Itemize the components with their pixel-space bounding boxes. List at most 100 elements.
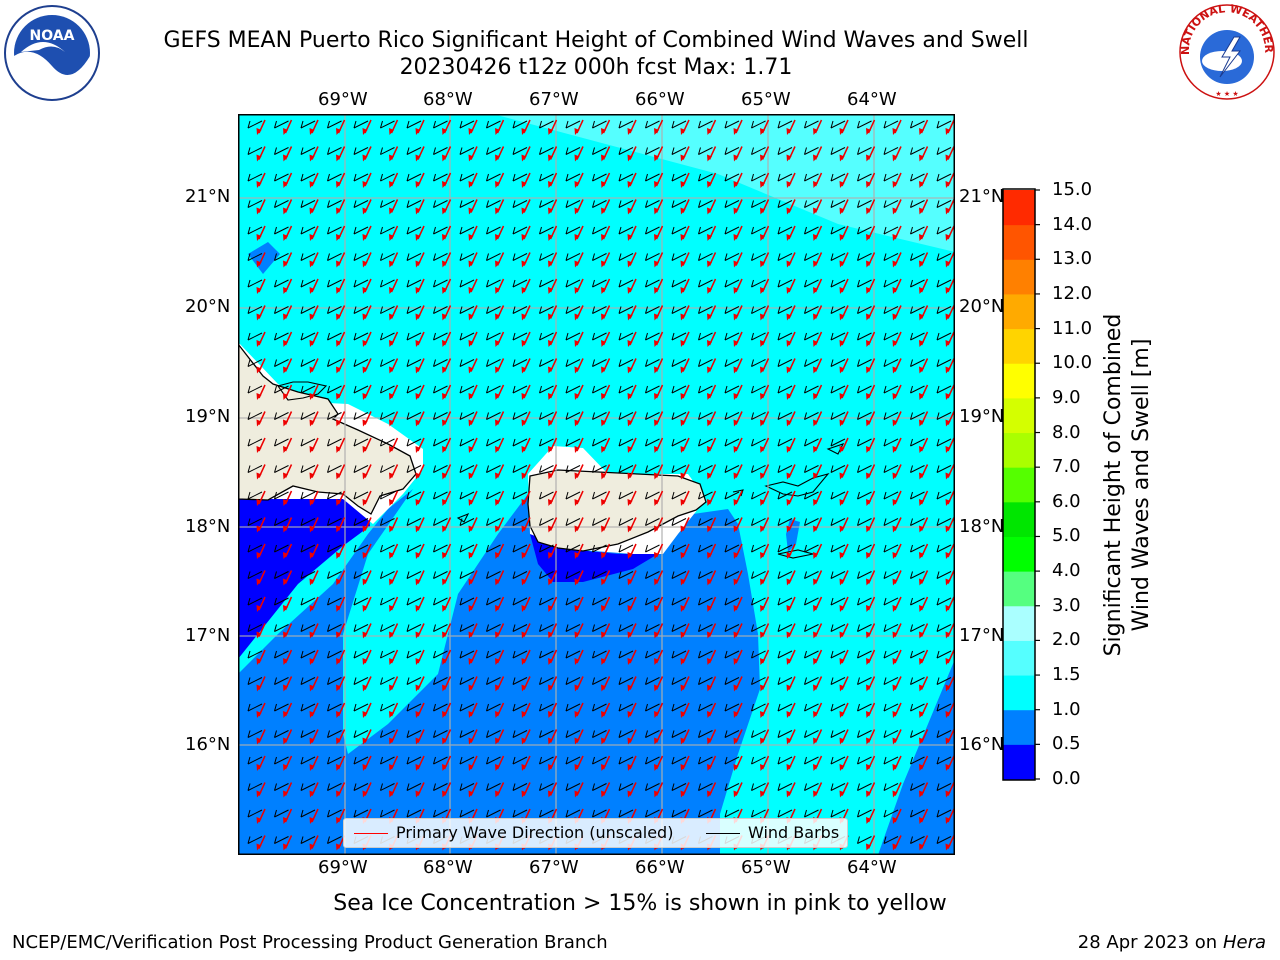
wave-arrow: [389, 384, 399, 400]
wave-arrow: [919, 119, 929, 135]
wave-arrow: [548, 490, 558, 506]
wind-barb: [380, 438, 395, 447]
wind-barb: [459, 147, 475, 155]
wave-arrow: [415, 199, 425, 215]
wind-barb: [380, 597, 395, 606]
wave-arrow: [654, 358, 664, 374]
wave-arrow: [574, 623, 584, 639]
wind-barb: [433, 412, 448, 420]
wind-barb: [406, 597, 422, 606]
colorbar-tick-label: 15.0: [1052, 179, 1093, 200]
wind-barb: [804, 385, 819, 394]
colorbar-tick-label: 12.0: [1052, 282, 1093, 304]
lon-label: 68°W: [423, 89, 473, 110]
wave-arrow: [733, 225, 743, 241]
wind-barb: [804, 306, 819, 314]
wave-arrow: [760, 411, 770, 427]
wind-barb: [327, 677, 342, 685]
wave-arrow: [256, 172, 266, 188]
wave-arrow: [495, 464, 505, 480]
national-weather-service-logo: NATIONAL WEATHER SERVICE ★ ★ ★: [1178, 3, 1275, 100]
wind-barb: [353, 412, 369, 420]
wind-barb: [565, 200, 581, 208]
colorbar-band: [1003, 536, 1035, 572]
wave-arrow: [760, 384, 770, 400]
wave-arrow: [283, 623, 293, 639]
wind-barb: [724, 544, 740, 553]
wind-barb: [539, 359, 554, 367]
wind-barb: [380, 147, 395, 155]
colorbar-tick-label: 5.0: [1052, 525, 1081, 547]
wave-arrow: [442, 199, 452, 215]
wind-barb: [618, 359, 634, 367]
wind-barb: [539, 306, 554, 314]
wind-barb: [274, 306, 289, 314]
wind-barb: [910, 571, 925, 579]
wave-arrow: [680, 490, 690, 506]
wave-arrow: [760, 729, 770, 745]
wave-arrow: [680, 278, 690, 294]
wave-arrow: [495, 782, 505, 798]
wave-arrow: [442, 543, 452, 559]
wave-arrow: [919, 623, 929, 639]
wave-arrow: [813, 755, 823, 771]
wave-arrow: [521, 570, 531, 586]
wave-arrow: [283, 464, 293, 480]
wave-arrow: [309, 199, 319, 215]
wave-arrow: [707, 464, 717, 480]
colorbar-band: [1003, 190, 1035, 226]
wave-arrow: [707, 570, 717, 586]
wave-arrow: [548, 172, 558, 188]
wind-barb: [830, 518, 846, 526]
footer-date: 28 Apr 2023 on Hera: [1078, 932, 1266, 953]
wave-arrow: [892, 146, 902, 162]
wave-arrow: [601, 331, 611, 347]
wind-barb: [327, 147, 342, 155]
wind-barb: [804, 147, 819, 155]
wave-arrow: [548, 676, 558, 692]
wave-arrow: [839, 172, 849, 188]
wave-arrow: [839, 358, 849, 374]
wind-barb: [353, 730, 369, 738]
wind-barb: [512, 226, 528, 235]
wind-barb: [671, 703, 687, 712]
wind-barb: [459, 677, 475, 685]
wind-barb: [539, 147, 554, 155]
wave-arrow: [707, 623, 717, 639]
wind-barb: [777, 465, 793, 473]
wave-arrow: [866, 596, 876, 612]
wave-arrow: [256, 278, 266, 294]
wind-barb: [645, 730, 660, 738]
wave-arrow: [627, 464, 637, 480]
wave-arrow: [839, 649, 849, 665]
wave-arrow: [919, 146, 929, 162]
wave-arrow: [839, 225, 849, 241]
wind-barb: [777, 412, 793, 420]
wave-arrow: [919, 490, 929, 506]
wave-arrow: [813, 146, 823, 162]
wind-barb: [936, 624, 952, 632]
wave-arrow: [707, 278, 717, 294]
wave-arrow: [309, 808, 319, 824]
wind-barb: [857, 571, 872, 579]
wave-arrow: [389, 729, 399, 745]
wind-barb: [247, 226, 263, 235]
wind-barb: [539, 650, 554, 659]
wave-arrow: [521, 676, 531, 692]
wave-arrow: [521, 702, 531, 718]
wind-barb: [565, 677, 581, 685]
wind-barb: [247, 491, 263, 500]
wind-barb: [671, 173, 687, 182]
wave-arrow: [945, 808, 955, 824]
wind-barb: [327, 359, 342, 367]
wind-barb: [671, 279, 687, 288]
wind-barb: [539, 703, 554, 712]
wave-arrow: [760, 596, 770, 612]
wind-barb: [777, 756, 793, 765]
wind-barb: [936, 465, 952, 473]
wave-arrow: [521, 649, 531, 665]
wind-barb: [433, 306, 448, 314]
wave-arrow: [786, 358, 796, 374]
wave-arrow: [680, 755, 690, 771]
wind-barb: [724, 650, 740, 659]
